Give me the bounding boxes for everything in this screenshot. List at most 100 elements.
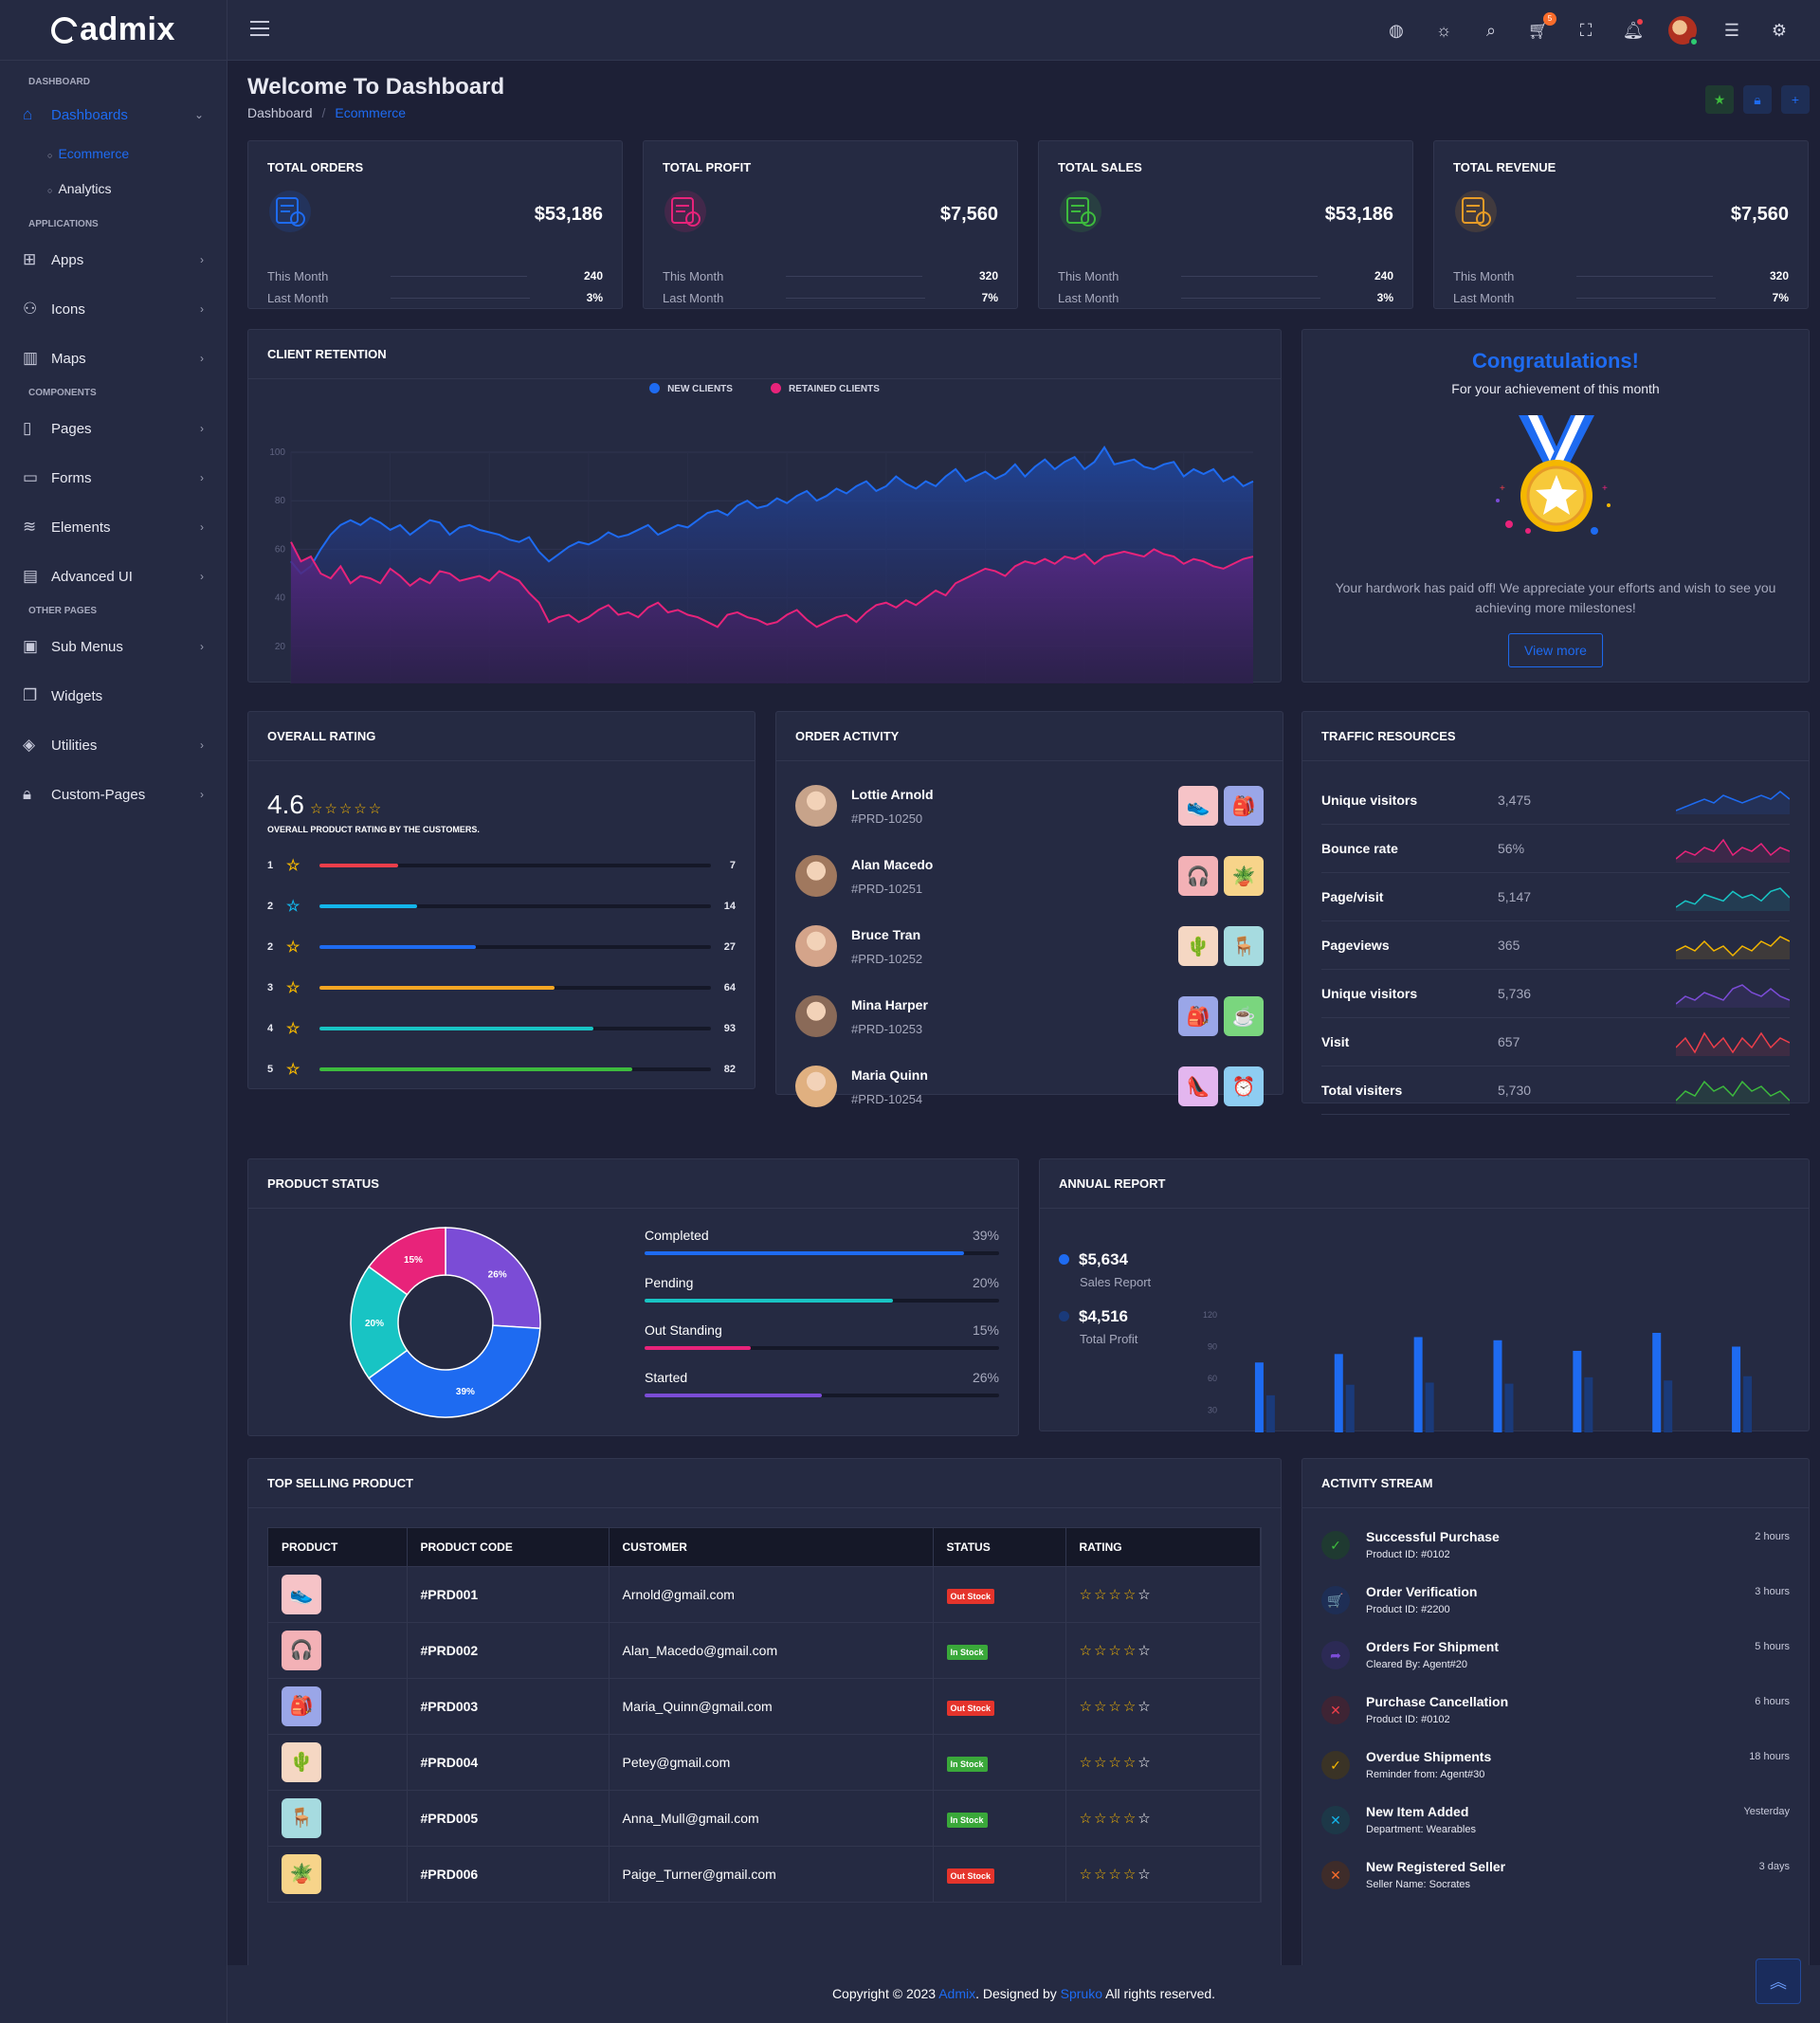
divider [1576,297,1716,299]
search-icon[interactable]: ⌕ [1485,20,1497,40]
y-tick-label: 120 [1203,1310,1217,1320]
lock-icon: 🔒︎ [23,785,32,803]
product-cell: 👟 [268,1565,408,1622]
sidebar-item-icons[interactable]: ⚇ Icons › [0,284,227,334]
scroll-to-top-button[interactable]: ︽ [1756,1959,1801,2004]
stat-icon [269,191,311,232]
view-more-button[interactable]: View more [1508,633,1603,667]
sparkline-area [1676,1033,1790,1056]
sidebar-item-custom-pages[interactable]: 🔒︎ Custom-Pages › [0,770,227,819]
grid-icon: ⊞ [23,250,37,268]
table-row[interactable]: 🎧 #PRD002 Alan_Macedo@gmail.com In Stock ☆☆☆… [268,1621,1261,1678]
sidebar-item-utilities[interactable]: ◈ Utilities › [0,720,227,770]
lock-button[interactable]: 🔒︎ [1743,85,1772,114]
file-icon: ▭ [23,468,39,486]
traffic-label: Total visiters [1321,1083,1403,1098]
column-header: Customer [609,1528,934,1566]
top-selling-card: Top Selling Product Product Product Code C… [247,1458,1282,1979]
status-badge: In Stock [946,1812,988,1828]
sidebar-item-apps[interactable]: ⊞ Apps › [0,235,227,284]
chevron-right-icon: › [200,640,204,653]
column-header: Product Code [407,1528,610,1566]
breadcrumb: Dashboard / Ecommerce [247,105,407,120]
chevron-down-icon: ⌄ [193,108,204,121]
traffic-sparkline [1676,887,1790,911]
breadcrumb-home[interactable]: Dashboard [247,105,313,120]
status-percent: 26% [972,1370,999,1385]
fullscreen-icon[interactable]: ⛶ [1579,20,1592,40]
menu-lines-icon[interactable]: ☰ [1723,20,1740,40]
table-row[interactable]: 🪑 #PRD005 Anna_Mull@gmail.com In Stock ☆☆☆☆☆ [268,1789,1261,1846]
sun-icon[interactable]: ☼ [1435,20,1452,40]
sidebar-item-forms[interactable]: ▭ Forms › [0,453,227,502]
sidebar-item-dashboards[interactable]: ⌂ Dashboards ⌄ [0,93,227,137]
gear-icon[interactable]: ⚙ [1771,20,1788,40]
traffic-row: Unique visitors 5,736 [1321,970,1790,1018]
order-row[interactable]: Lottie Arnold #PRD-10250 👟 🎒 [795,776,1264,835]
logo[interactable]: admix [0,0,227,61]
home-icon: ⌂ [23,105,33,123]
bar [1265,1394,1275,1432]
table-row[interactable]: 👟 #PRD001 Arnold@gmail.com Out Stock ☆☆☆☆☆ [268,1565,1261,1622]
cart-icon[interactable]: 🛒︎ 5 [1526,12,1556,43]
table-row[interactable]: 🎒 #PRD003 Maria_Quinn@gmail.com Out Stock ☆☆… [268,1677,1261,1734]
activity-item[interactable]: ➦ Orders For Shipment Cleared By: Agent#20… [1321,1633,1790,1688]
stat-row-label: This Month [1453,268,1515,283]
activity-icon: ✕ [1321,1806,1350,1834]
top-selling-table: Product Product Code Customer Status Rating … [268,1528,1261,1902]
sidebar-item-elements[interactable]: ≋ Elements › [0,502,227,552]
status-percent: 15% [972,1322,999,1338]
footer: Copyright © 2023 Admix. Designed by Spru… [228,1965,1820,2023]
activity-title: Purchase Cancellation [1366,1694,1509,1709]
avatar[interactable] [1668,16,1699,46]
activity-item[interactable]: 🛒 Order Verification Product ID: #2200 3 ho… [1321,1578,1790,1633]
page-title: Welcome To Dashboard [247,74,505,100]
order-row[interactable]: Maria Quinn #PRD-10254 👠 ⏰ [795,1057,1264,1116]
sidebar-item-maps[interactable]: ▥ Maps › [0,334,227,383]
book-icon: ▯ [23,419,32,437]
product-status-card: Product Status 26% 39% 20% 15% Completed 39%… [247,1158,1019,1436]
table-row[interactable]: 🪴 #PRD006 Paige_Turner@gmail.com Out Stock ☆… [268,1845,1261,1902]
table-row[interactable]: 🌵 #PRD004 Petey@gmail.com In Stock ☆☆☆☆☆ [268,1733,1261,1790]
activity-time: 3 days [1758,1861,1790,1872]
stat-row-value: 320 [1769,269,1789,282]
add-button[interactable]: + [1781,85,1810,114]
globe-icon[interactable]: ◍ [1389,20,1404,40]
filled-stars: ☆☆☆☆ [1079,1698,1138,1715]
sidebar-category-applications: Applications [28,219,99,229]
bell-icon[interactable]: 🔔︎ [1622,19,1645,40]
stat-card: TOTAL PROFIT $7,560 This Month 320 Last Mont… [643,140,1018,309]
hamburger-menu-icon[interactable] [250,21,269,41]
footer-copyright: Copyright © 2023 [831,1986,939,2001]
footer-brand-link[interactable]: Admix [938,1986,976,2001]
sidebar-item-widgets[interactable]: ❐ Widgets [0,671,227,720]
order-row[interactable]: Alan Macedo #PRD-10251 🎧 🪴 [795,847,1264,905]
stat-value: $7,560 [1730,204,1789,225]
sidebar-item-sub-menus[interactable]: ▣ Sub Menus › [0,622,227,671]
footer-designer-link[interactable]: Spruko [1060,1986,1102,2001]
traffic-label: Bounce rate [1321,841,1398,856]
card-title: Annual Report [1040,1159,1809,1209]
activity-item[interactable]: ✓ Successful Purchase Product ID: #0102 2 h… [1321,1523,1790,1578]
activity-item[interactable]: ✕ New Registered Seller Seller Name: Socra… [1321,1853,1790,1908]
activity-item[interactable]: ✓ Overdue Shipments Reminder from: Agent#3… [1321,1743,1790,1798]
sidebar-item-pages[interactable]: ▯ Pages › [0,404,227,453]
sidebar-sub-label: Ecommerce [58,146,130,161]
chevron-right-icon: › [200,788,204,801]
star-button[interactable]: ★ [1705,85,1734,114]
rating-level: 2 [267,941,274,953]
cart-badge: 5 [1543,12,1556,26]
activity-item[interactable]: ✕ Purchase Cancellation Product ID: #0102 6… [1321,1688,1790,1743]
status-fill [645,1251,964,1255]
activity-item[interactable]: ✕ New Item Added Department: Wearables Yest… [1321,1798,1790,1853]
sidebar-sub-ecommerce[interactable]: ○ Ecommerce [0,137,227,172]
sparkline-line [1676,1080,1790,1102]
order-row[interactable]: Mina Harper #PRD-10253 🎒 ☕ [795,987,1264,1046]
sidebar-item-advanced-ui[interactable]: ▤ Advanced UI › [0,552,227,601]
order-row[interactable]: Bruce Tran #PRD-10252 🌵 🪑 [795,917,1264,975]
sidebar-sub-analytics[interactable]: ○ Analytics [0,172,227,207]
traffic-value: 56% [1498,841,1525,856]
status-label: Completed [645,1228,709,1243]
stat-row-value: 7% [1772,291,1789,304]
customer-email: Petey@gmail.com [609,1733,934,1790]
